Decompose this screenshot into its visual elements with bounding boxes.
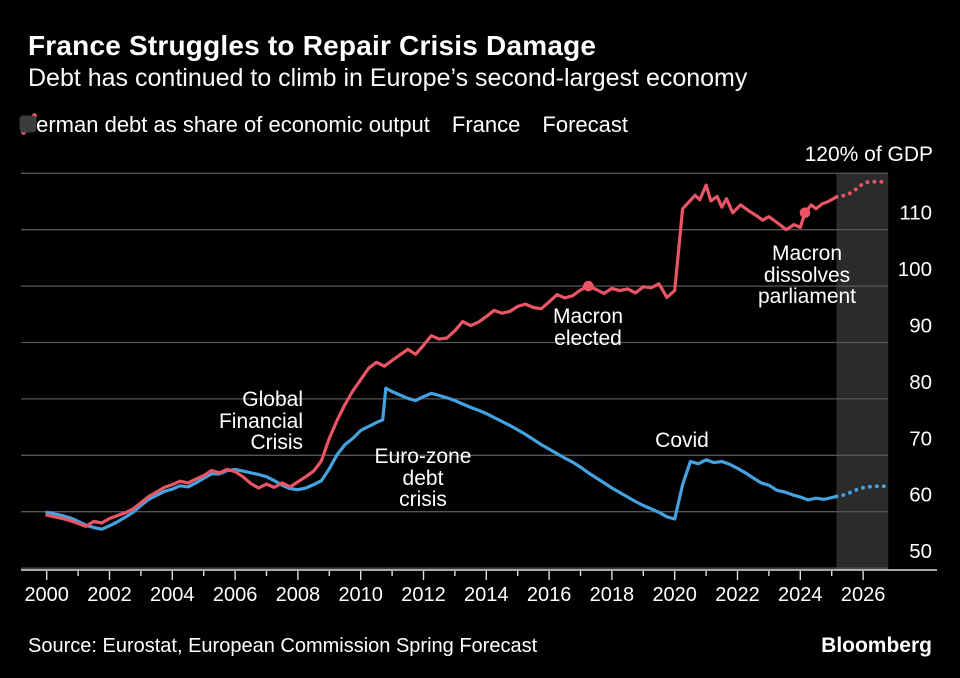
x-tick-label-2022: 2022 (715, 584, 760, 606)
legend-label-france: France (451, 112, 521, 137)
germany-forecast-dotted-line (834, 484, 889, 499)
x-tick-label-2012: 2012 (401, 584, 446, 606)
x-tick-label-2024: 2024 (778, 584, 823, 606)
x-tick-label-2008: 2008 (276, 584, 321, 606)
x-tick-label-2000: 2000 (24, 584, 69, 606)
legend-item-germany: German debt as share of economic output (19, 112, 430, 138)
y-tick-label-110: 110 (899, 202, 932, 225)
y-axis-unit-label: 120% of GDP (804, 143, 933, 166)
x-tick-label-2018: 2018 (590, 584, 635, 606)
y-tick-label-90: 90 (909, 315, 932, 338)
germany-line (45, 386, 838, 531)
forecast-band (836, 173, 889, 571)
legend-item-forecast: Forecast (19, 112, 628, 138)
x-tick-label-2004: 2004 (150, 584, 195, 606)
annotation-macron-dissolves-parliament: Macron dissolves parliament (757, 242, 857, 308)
legend-label-germany: German debt as share of economic output (19, 112, 430, 137)
y-tick-label-70: 70 (909, 427, 932, 450)
legend: German debt as share of economic output F… (19, 112, 628, 138)
chart-subtitle: Debt has continued to climb in Europe’s … (28, 64, 748, 92)
source-note: Source: Eurostat, European Commission Sp… (28, 635, 538, 657)
france-line (45, 183, 838, 528)
annotation-covid: Covid (655, 429, 709, 452)
y-tick-label-50: 50 (909, 540, 932, 563)
x-tick-label-2016: 2016 (527, 584, 572, 606)
france-forecast-dotted-line (834, 179, 889, 199)
y-tick-label-100: 100 (898, 258, 932, 281)
x-tick-label-2010: 2010 (338, 584, 383, 606)
y-tick-label-80: 80 (909, 371, 932, 394)
x-tick-label-2026: 2026 (841, 584, 886, 606)
france-event-marker-0 (583, 280, 594, 292)
annotation-euro-zone-debt-crisis: Euro-zone debt crisis (374, 445, 472, 511)
annotation-global-financial-crisis: Global Financial Crisis (218, 388, 303, 454)
x-tick-label-2014: 2014 (464, 584, 509, 606)
france-event-marker-1 (799, 207, 811, 219)
forecast-swatch-icon (19, 115, 37, 133)
chart-title: France Struggles to Repair Crisis Damage (28, 30, 597, 61)
legend-label-forecast: Forecast (542, 112, 628, 137)
annotation-macron-elected: Macron elected (552, 305, 624, 350)
bloomberg-logo: Bloomberg (821, 634, 932, 657)
x-tick-label-2002: 2002 (87, 584, 132, 606)
y-tick-label-60: 60 (909, 484, 932, 507)
x-tick-label-2020: 2020 (652, 584, 697, 606)
x-tick-label-2006: 2006 (213, 584, 258, 606)
